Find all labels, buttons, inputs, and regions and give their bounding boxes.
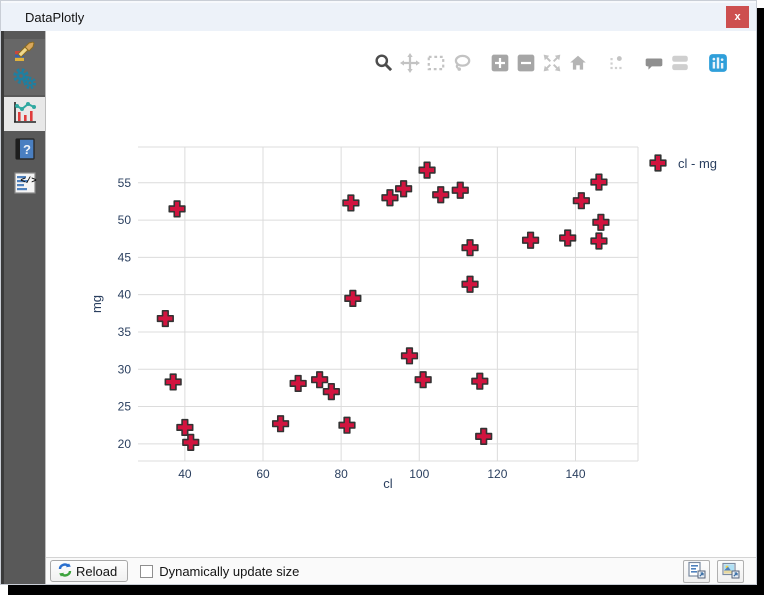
autoscale-icon[interactable] (542, 53, 562, 73)
pan-icon[interactable] (400, 53, 420, 73)
toggle-spike-lines-icon[interactable] (606, 53, 626, 73)
reload-button[interactable]: Reload (50, 560, 129, 582)
save-html-button[interactable] (683, 559, 710, 583)
scatter-chart[interactable]: 40 60 80 100 120 140 20 25 30 35 40 45 50 55 cl mg cl - … (46, 31, 755, 558)
save-image-button[interactable] (717, 559, 744, 583)
svg-text:</>: </> (20, 176, 36, 186)
reload-label: Reload (76, 563, 118, 579)
svg-text:60: 60 (256, 467, 270, 481)
export-code-icon (687, 561, 706, 582)
svg-text:140: 140 (565, 467, 585, 481)
sidebar: ? </> (1, 31, 46, 584)
window-shadow-right (757, 8, 764, 595)
dataplotly-window: DataPlotly x (0, 0, 757, 585)
sidebar-item-plot-settings[interactable] (4, 67, 45, 95)
legend-label: cl - mg (678, 156, 717, 171)
svg-text:30: 30 (118, 362, 132, 376)
lasso-select-icon[interactable] (452, 53, 472, 73)
box-select-icon[interactable] (426, 53, 446, 73)
plotly-modebar (368, 53, 728, 73)
chart-icon (12, 99, 38, 130)
footer-bar: Reload Dynamically update size (46, 557, 756, 584)
plotly-logo-icon[interactable] (708, 53, 728, 73)
show-closest-on-hover-icon[interactable] (644, 53, 664, 73)
svg-text:cl: cl (383, 476, 393, 491)
svg-text:80: 80 (334, 467, 348, 481)
export-image-icon (721, 561, 740, 582)
svg-text:100: 100 (409, 467, 429, 481)
dynamic-size-label: Dynamically update size (159, 563, 300, 579)
svg-text:?: ? (23, 142, 31, 157)
svg-text:20: 20 (118, 437, 132, 451)
svg-text:25: 25 (118, 400, 132, 414)
legend-marker-icon (649, 154, 667, 172)
svg-text:55: 55 (118, 176, 132, 190)
zoom-in-icon[interactable] (490, 53, 510, 73)
close-button[interactable]: x (726, 6, 749, 28)
zoom-icon[interactable] (374, 53, 394, 73)
sidebar-item-plot-style[interactable] (4, 39, 45, 67)
svg-text:35: 35 (118, 325, 132, 339)
svg-text:45: 45 (118, 250, 132, 264)
sidebar-item-plot-view[interactable] (4, 97, 45, 131)
svg-text:40: 40 (118, 288, 132, 302)
sidebar-item-code[interactable]: </> (4, 171, 45, 199)
window-title: DataPlotly (25, 9, 85, 25)
compare-data-on-hover-icon[interactable] (670, 53, 690, 73)
svg-text:120: 120 (487, 467, 507, 481)
svg-text:40: 40 (178, 467, 192, 481)
sidebar-group (4, 39, 45, 95)
svg-text:mg: mg (89, 295, 104, 313)
refresh-icon (57, 562, 73, 581)
gears-icon (12, 66, 38, 97)
help-book-icon: ? (13, 137, 37, 166)
svg-text:50: 50 (118, 213, 132, 227)
dynamic-size-checkbox[interactable] (140, 564, 154, 578)
code-icon: </> (13, 171, 37, 200)
dynamic-size-option[interactable]: Dynamically update size (140, 564, 299, 579)
title-bar[interactable]: DataPlotly x (1, 1, 756, 31)
reset-axes-home-icon[interactable] (568, 53, 588, 73)
legend[interactable]: cl - mg (649, 154, 717, 172)
paintbrush-icon (12, 38, 38, 69)
sidebar-item-help[interactable]: ? (4, 137, 45, 165)
plot-panel: 40 60 80 100 120 140 20 25 30 35 40 45 50 55 cl mg cl - … (46, 31, 756, 557)
window-shadow-bottom (8, 585, 757, 595)
zoom-out-icon[interactable] (516, 53, 536, 73)
